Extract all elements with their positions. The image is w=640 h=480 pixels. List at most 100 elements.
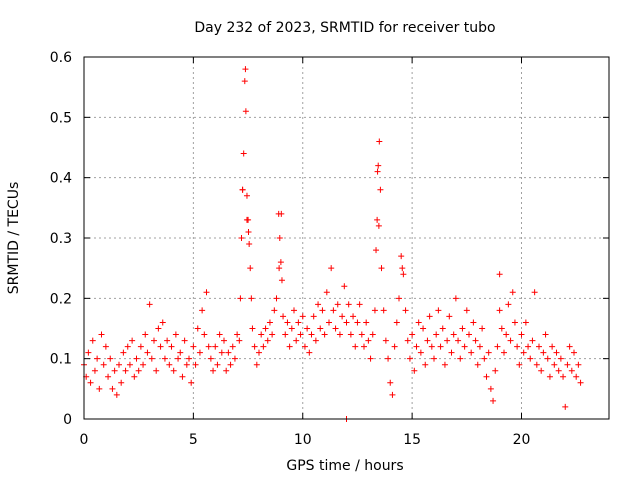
data-point [240, 150, 247, 157]
data-point [487, 385, 494, 392]
data-points [81, 66, 584, 422]
data-point [389, 391, 396, 398]
data-point [310, 313, 317, 320]
data-point [446, 313, 453, 320]
data-point [494, 343, 501, 350]
data-point [577, 379, 584, 386]
data-point [151, 337, 157, 344]
data-point [214, 361, 221, 368]
data-point [238, 235, 245, 241]
data-point [420, 325, 427, 332]
data-point [116, 361, 122, 368]
data-point [140, 361, 147, 368]
data-point [113, 391, 120, 398]
data-point [415, 319, 422, 326]
y-tick-label: 0.5 [50, 110, 72, 126]
data-point [183, 361, 190, 368]
data-point [466, 331, 472, 338]
data-point [264, 337, 271, 344]
data-point [531, 289, 538, 296]
data-point [330, 307, 337, 314]
data-point [280, 313, 287, 320]
data-point [120, 349, 127, 356]
data-point [557, 355, 564, 362]
data-point [470, 319, 477, 326]
data-point [137, 343, 144, 350]
data-point [485, 349, 492, 356]
data-point [304, 325, 311, 332]
data-point [387, 379, 394, 386]
data-point [398, 253, 405, 260]
x-axis-label: GPS time / hours [286, 458, 403, 474]
data-point [221, 337, 227, 344]
data-point [374, 168, 381, 175]
data-point [98, 331, 105, 338]
data-point [223, 367, 230, 374]
data-point [374, 216, 381, 223]
data-point [468, 349, 475, 356]
data-point [431, 355, 437, 362]
data-point [312, 337, 319, 344]
data-point [89, 337, 96, 344]
data-point [293, 337, 300, 344]
y-tick-label: 0 [63, 412, 72, 428]
data-point [242, 66, 249, 73]
data-point [376, 138, 383, 145]
data-point [129, 337, 136, 344]
data-point [498, 325, 505, 332]
data-point [406, 355, 413, 362]
data-point [168, 343, 175, 350]
data-point [455, 337, 462, 344]
data-point [457, 355, 464, 362]
data-point [336, 331, 343, 338]
data-point [375, 222, 382, 229]
data-point [122, 367, 129, 374]
data-point [179, 373, 186, 380]
data-point [260, 343, 267, 350]
data-point [378, 265, 385, 272]
data-point [514, 343, 521, 350]
data-point [428, 343, 435, 350]
data-point [483, 373, 490, 380]
data-point [566, 343, 573, 350]
data-point [282, 331, 289, 338]
data-point [373, 247, 380, 254]
data-point [299, 313, 306, 320]
data-point [295, 319, 302, 326]
data-point [186, 355, 192, 362]
data-point [133, 355, 140, 362]
data-point [205, 343, 212, 350]
data-point [199, 307, 206, 314]
data-point [575, 361, 582, 368]
data-point [444, 337, 451, 344]
data-point [448, 349, 455, 356]
data-point [564, 361, 571, 368]
data-point [459, 325, 466, 332]
data-point [476, 343, 483, 350]
data-point [175, 355, 182, 362]
data-point [85, 349, 92, 356]
data-point [271, 307, 278, 314]
data-point [490, 397, 497, 404]
data-point [242, 108, 249, 115]
data-point [411, 367, 418, 374]
data-point [363, 319, 370, 326]
data-point [241, 78, 248, 85]
data-point [391, 343, 398, 350]
data-point [326, 319, 332, 326]
data-point [225, 349, 232, 356]
data-point [201, 331, 208, 338]
data-point [277, 259, 284, 266]
data-point [276, 235, 283, 241]
data-point [496, 271, 503, 278]
data-point [399, 265, 406, 272]
data-point [126, 361, 133, 368]
data-point [266, 319, 273, 326]
data-point [107, 355, 114, 362]
data-point [207, 355, 214, 362]
x-tick-label: 0 [80, 432, 89, 448]
data-point [288, 325, 295, 332]
data-point [518, 331, 525, 338]
data-point [404, 337, 411, 344]
